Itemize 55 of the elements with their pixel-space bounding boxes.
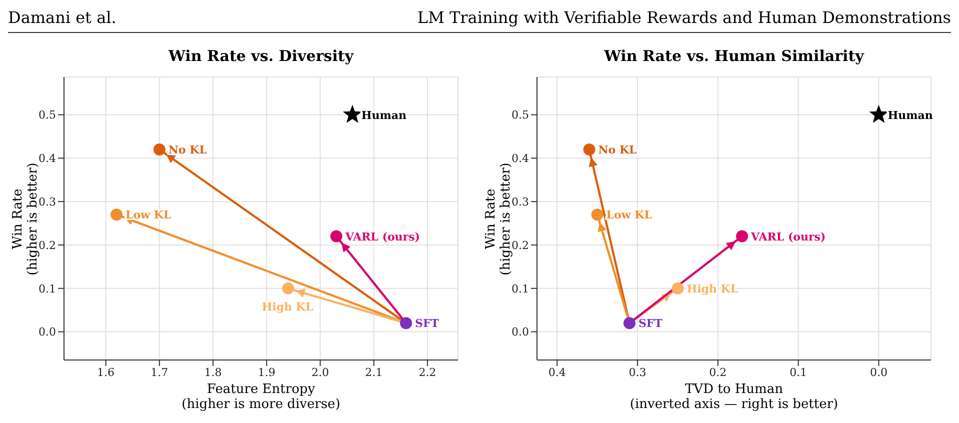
x-axis-title: TVD to Human (inverted axis — right is better) — [628, 382, 840, 412]
point — [672, 282, 684, 294]
y-tick-label: 0.5 — [512, 108, 529, 122]
series-label: VARL (ours) — [750, 230, 826, 244]
x-tick-label: 0.4 — [548, 366, 566, 379]
point — [583, 143, 596, 156]
y-tick-label: 0.0 — [38, 326, 56, 339]
text: LM Training with Verifiable Rewards and Human Demonstrations — [417, 8, 951, 29]
x-tick-label: 1.8 — [204, 366, 222, 379]
series-label: SFT — [415, 317, 440, 330]
point — [736, 230, 748, 242]
x-tick-label: 0.0 — [870, 366, 888, 379]
y-tick-label: 0.3 — [38, 195, 56, 208]
point — [591, 208, 604, 221]
y-axis-title: Win Rate (higher is better) — [483, 162, 513, 277]
point — [282, 282, 294, 294]
x-tick-label: 1.9 — [258, 366, 276, 379]
point — [110, 208, 123, 221]
series-label: VARL (ours) — [344, 230, 420, 244]
y-tick-label: 0.1 — [38, 282, 56, 296]
point — [342, 104, 362, 123]
x-tick-label: 0.2 — [709, 366, 727, 379]
x-axis-title: Feature Entropy (higher is more diverse) — [180, 382, 342, 412]
y-tick-label: 0.2 — [38, 238, 56, 252]
y-tick-label: 0.4 — [38, 152, 56, 166]
series-label: No KL — [168, 143, 208, 156]
y-tick-label: 0.2 — [512, 238, 529, 252]
y-tick-label: 0.5 — [38, 108, 56, 122]
point — [623, 317, 636, 330]
series-label: SFT — [638, 317, 664, 330]
y-tick-label: 0.1 — [512, 282, 529, 296]
x-tick-label: 2.0 — [311, 366, 329, 379]
series-label: No KL — [598, 143, 638, 156]
y-tick-label: 0.4 — [512, 152, 529, 166]
series-label: Human — [361, 108, 407, 122]
chart-title: Win Rate vs. Human Similarity — [603, 47, 866, 65]
x-tick-label: 2.2 — [418, 366, 436, 379]
x-tick-label: 1.6 — [97, 366, 115, 379]
point — [400, 317, 412, 330]
x-tick-label: 0.3 — [628, 366, 646, 379]
y-tick-label: 0.3 — [512, 195, 529, 208]
x-tick-label: 0.1 — [790, 366, 808, 379]
point — [869, 104, 888, 123]
x-tick-label: 1.7 — [150, 366, 168, 379]
y-axis-title: Win Rate (higher is better) — [10, 162, 40, 277]
chart-title: Win Rate vs. Diversity — [167, 47, 355, 65]
text: Damani et al. — [8, 8, 116, 29]
legend-label: High KL — [262, 300, 314, 314]
x-tick-label: 2.1 — [365, 366, 383, 379]
series-label: High KL — [686, 282, 738, 296]
point — [330, 230, 342, 242]
series-label: Low KL — [606, 208, 652, 222]
point — [153, 143, 166, 156]
series-label: Human — [888, 108, 933, 122]
y-tick-label: 0.0 — [512, 326, 529, 339]
